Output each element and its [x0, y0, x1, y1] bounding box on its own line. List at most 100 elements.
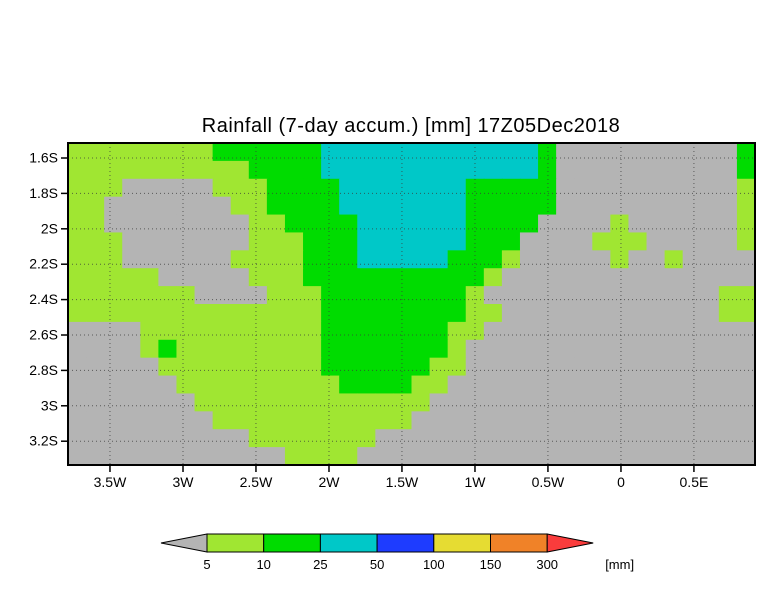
grid-cell	[736, 339, 756, 359]
grid-cell	[176, 321, 196, 341]
grid-cell	[538, 339, 557, 359]
grid-cell	[140, 250, 159, 269]
grid-cell	[284, 375, 304, 395]
x-tick-label: 3.5W	[94, 474, 127, 490]
grid-cell	[610, 411, 630, 430]
grid-cell	[592, 447, 611, 466]
grid-cell	[375, 375, 395, 395]
grid-cell	[375, 143, 395, 162]
grid-cell	[284, 321, 304, 341]
grid-cell	[339, 196, 358, 216]
grid-cell	[483, 286, 503, 305]
grid-cell	[501, 357, 521, 377]
grid-cell	[339, 268, 358, 287]
grid-cell	[501, 447, 521, 466]
grid-cell	[718, 375, 738, 395]
grid-cell	[86, 357, 105, 377]
grid-cell	[212, 304, 232, 323]
grid-cell	[519, 196, 539, 216]
grid-cell	[158, 339, 178, 359]
grid-cell	[718, 393, 738, 412]
grid-cell	[212, 429, 232, 448]
grid-cell	[375, 160, 395, 180]
grid-cell	[736, 447, 756, 466]
grid-cell	[538, 304, 557, 323]
grid-cell	[610, 178, 630, 198]
grid-cell	[303, 286, 322, 305]
x-tick-label: 3W	[173, 474, 195, 490]
grid-cell	[393, 286, 413, 305]
grid-cell	[628, 232, 648, 251]
grid-cell	[700, 178, 720, 198]
grid-cell	[393, 429, 413, 448]
gridlines	[68, 143, 755, 465]
grid-cell	[411, 143, 431, 162]
legend-segment	[433, 533, 491, 553]
grid-cell	[501, 321, 521, 341]
grid-cell	[248, 232, 268, 251]
grid-cell	[501, 160, 521, 180]
grid-cell	[664, 357, 684, 377]
grid-cell	[266, 232, 286, 251]
grid-cell	[122, 357, 141, 377]
grid-cell	[158, 196, 178, 216]
grid-cell	[447, 286, 467, 305]
grid-cell	[266, 304, 286, 323]
grid-cell	[212, 321, 232, 341]
grid-cell	[501, 143, 521, 162]
y-tick-label: 3.2S	[29, 433, 58, 449]
grid-cell	[538, 178, 557, 198]
grid-cell	[736, 304, 756, 323]
grid-cell	[230, 196, 250, 216]
grid-cell	[538, 411, 557, 430]
grid-cell	[483, 429, 503, 448]
grid-cell	[519, 429, 539, 448]
grid-cell	[501, 429, 521, 448]
grid-cell	[610, 304, 630, 323]
grid-cell	[411, 429, 431, 448]
grid-cell	[266, 286, 286, 305]
grid-cell	[646, 357, 666, 377]
grid-cell	[501, 250, 521, 269]
grid-cell	[664, 196, 684, 216]
grid-cell	[303, 357, 322, 377]
grid-cell	[538, 250, 557, 269]
grid-cell	[212, 214, 232, 234]
grid-cell	[248, 321, 268, 341]
grid-cell	[483, 339, 503, 359]
grid-cell	[357, 429, 376, 448]
grid-cell	[68, 214, 87, 234]
y-tick-label: 1.6S	[29, 150, 58, 166]
grid-cell	[230, 232, 250, 251]
grid-cell	[339, 411, 358, 430]
grid-cell	[321, 232, 340, 251]
grid-cell	[158, 411, 178, 430]
grid-cell	[393, 375, 413, 395]
legend-segment	[376, 533, 435, 553]
grid-cell	[104, 339, 123, 359]
grid-cell	[447, 268, 467, 287]
grid-cell	[86, 160, 105, 180]
grid-cell	[303, 232, 322, 251]
grid-cell	[176, 250, 196, 269]
grid-cell	[176, 196, 196, 216]
grid-cell	[700, 375, 720, 395]
grid-cell	[393, 339, 413, 359]
grid-cell	[519, 232, 539, 251]
grid-cell	[538, 447, 557, 466]
grid-cell	[230, 357, 250, 377]
grid-cell	[682, 411, 702, 430]
grid-cell	[682, 286, 702, 305]
grid-cell	[86, 286, 105, 305]
grid-cell	[538, 429, 557, 448]
grid-cell	[718, 214, 738, 234]
grid-cell	[284, 214, 304, 234]
grid-cell	[122, 143, 141, 162]
legend-threshold-label: 100	[423, 557, 445, 572]
grid-cell	[86, 304, 105, 323]
grid-cell	[212, 250, 232, 269]
grid-cell	[429, 429, 449, 448]
grid-cell	[700, 429, 720, 448]
grid-cell	[646, 393, 666, 412]
